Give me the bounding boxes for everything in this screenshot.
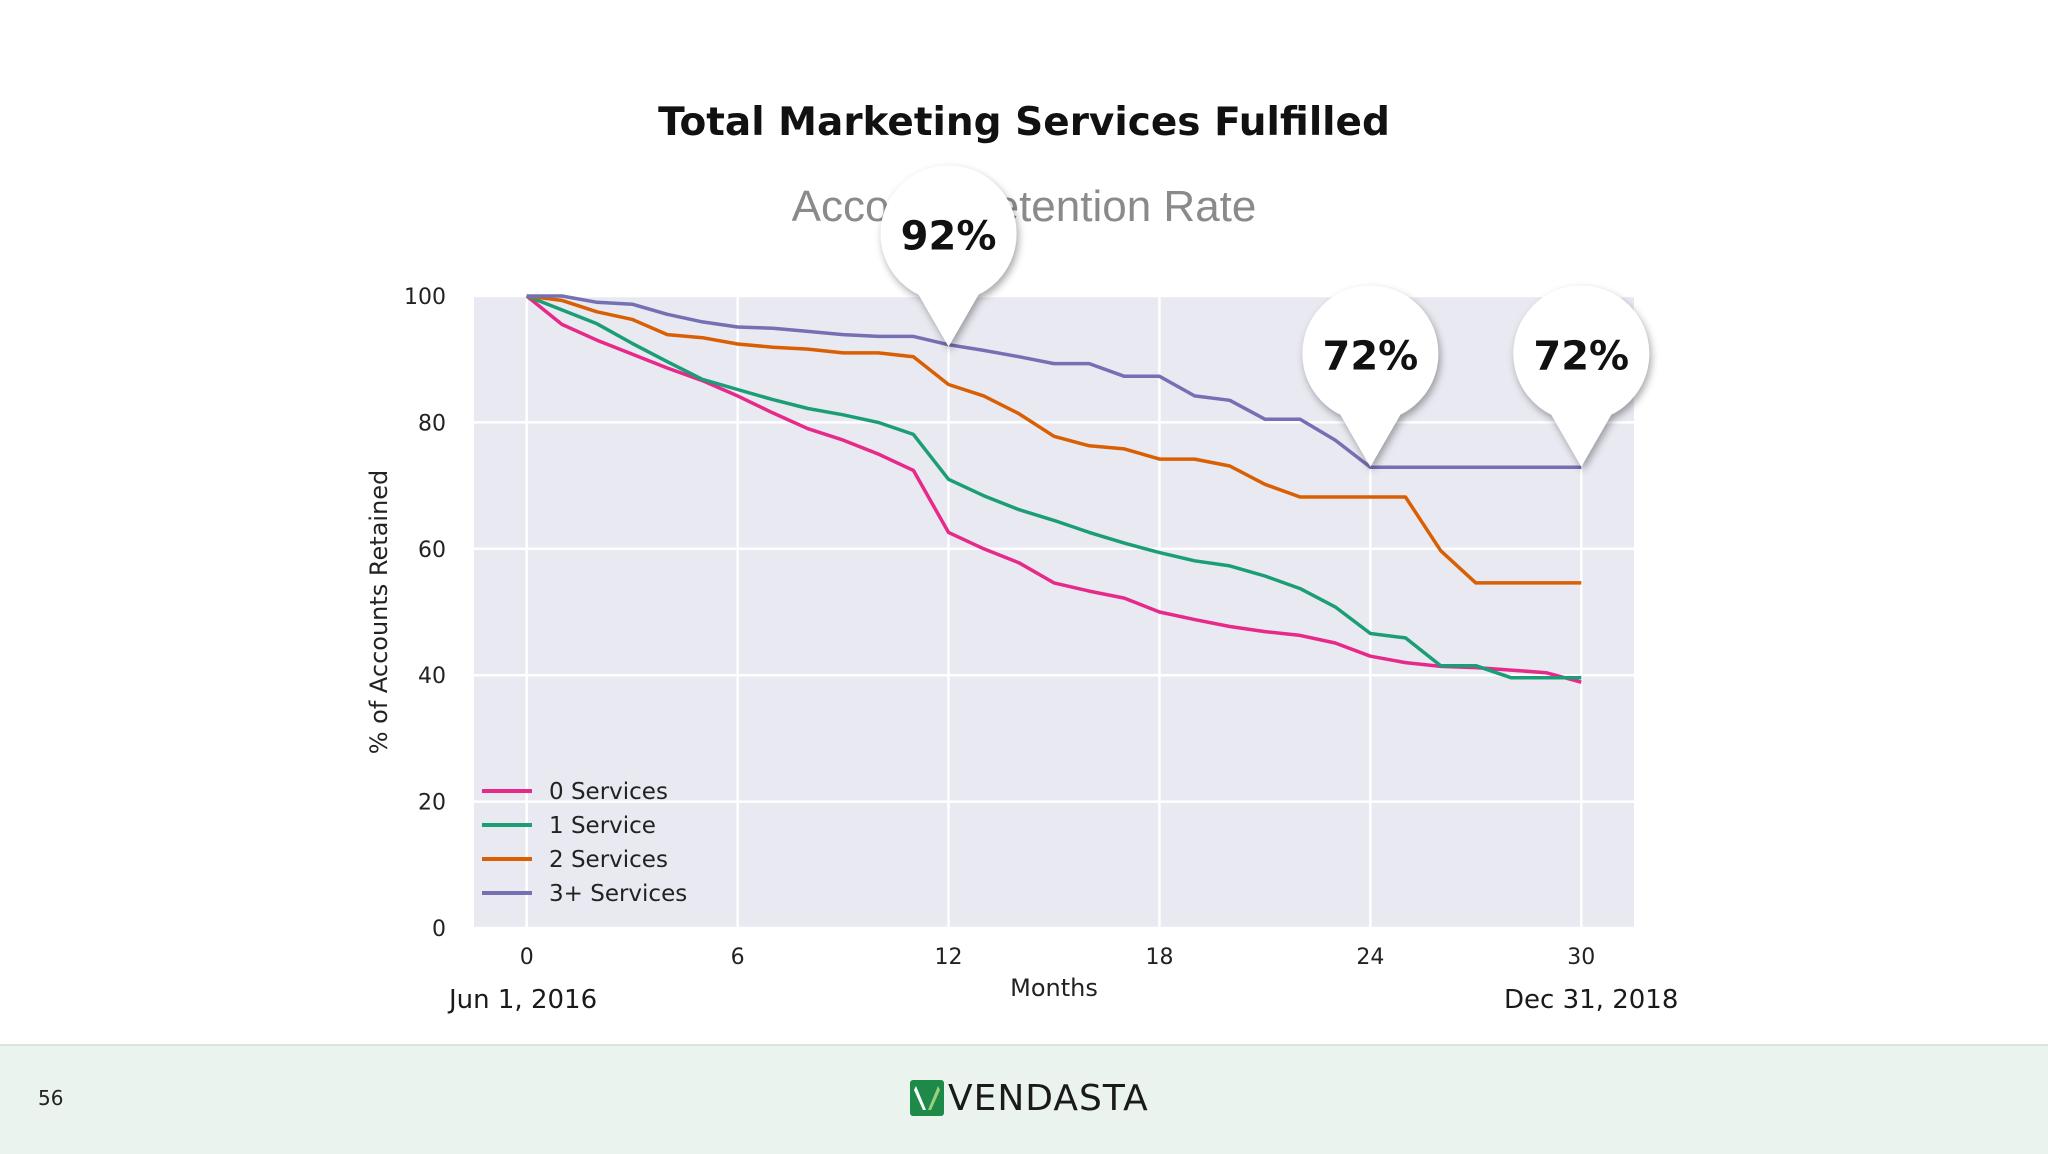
legend-label: 0 Services	[549, 779, 668, 805]
callout-label: 72%	[1322, 334, 1418, 380]
series-line-3	[526, 294, 1582, 585]
page-number: 56	[38, 1086, 64, 1110]
brand-logo: VENDASTA	[910, 1076, 1149, 1120]
legend-label: 1 Service	[549, 813, 656, 839]
y-axis-label: % of Accounts Retained	[365, 470, 393, 755]
plot-area	[474, 296, 1634, 928]
x-tick-label: 6	[731, 945, 745, 970]
x-tick-label: 12	[935, 945, 963, 970]
y-tick-label: 40	[418, 664, 446, 689]
callout-bubble	[1513, 285, 1650, 467]
series-line-2	[526, 294, 1582, 680]
y-tick-label: 20	[418, 791, 446, 816]
brand-wordmark: VENDASTA	[948, 1077, 1149, 1119]
callout-bubble	[880, 165, 1017, 347]
x-tick-label: 0	[520, 945, 534, 970]
x-tick-label: 24	[1356, 945, 1384, 970]
slide-title: Total Marketing Services Fulfilled	[658, 100, 1390, 145]
y-tick-label: 80	[418, 411, 446, 436]
x-axis-label: Months	[1010, 974, 1098, 1002]
callout-label: 72%	[1533, 334, 1629, 380]
x-tick-label: 18	[1145, 945, 1173, 970]
x-tick-label: 30	[1567, 945, 1595, 970]
legend-label: 2 Services	[549, 847, 668, 873]
callout-label: 92%	[901, 214, 997, 260]
series-line-4	[526, 294, 1582, 470]
chart-subtitle: Account Retention Rate	[791, 182, 1257, 231]
legend-label: 3+ Services	[549, 881, 687, 907]
y-tick-label: 60	[418, 538, 446, 563]
end-date-label: Dec 31, 2018	[1504, 985, 1679, 1015]
start-date-label: Jun 1, 2016	[449, 985, 598, 1015]
vendasta-logo-icon	[910, 1080, 944, 1116]
y-tick-label: 0	[432, 917, 446, 942]
slide-footer: 56 VENDASTA	[0, 1044, 2048, 1154]
callout-bubble	[1302, 285, 1439, 467]
y-tick-label: 100	[404, 285, 446, 310]
